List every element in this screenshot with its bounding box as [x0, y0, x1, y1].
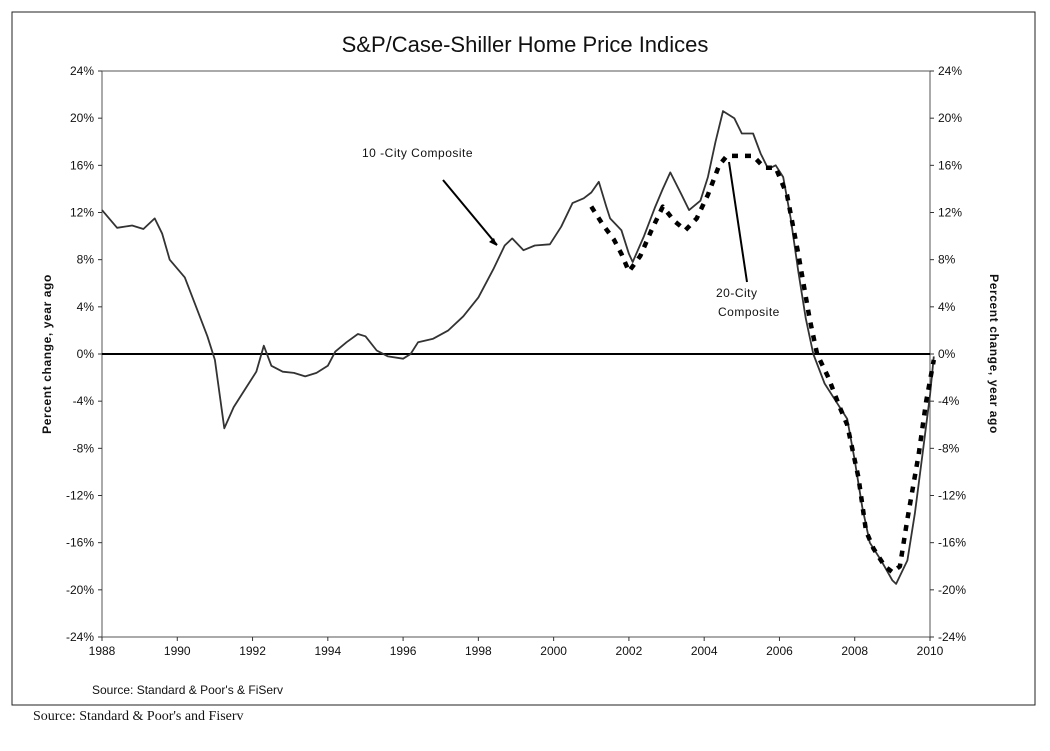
annotation-arrow-10-city	[442, 179, 498, 246]
annotation-10-city: 10 -City Composite	[362, 146, 473, 160]
y-tick-label-right: 8%	[938, 253, 956, 267]
y-tick-label-left: -20%	[66, 583, 94, 597]
y-tick-label-left: -16%	[66, 536, 94, 550]
x-tick-label: 2006	[766, 644, 793, 658]
x-tick-label: 2010	[917, 644, 944, 658]
x-tick-label: 2004	[691, 644, 718, 658]
y-tick-label-left: 4%	[77, 300, 95, 314]
y-tick-label-left: -24%	[66, 630, 94, 644]
x-tick-label: 1988	[89, 644, 116, 658]
y-tick-label-left: 0%	[77, 347, 95, 361]
y-tick-label-left: -4%	[73, 394, 95, 408]
annotation-20-city-line1: 20-City	[716, 286, 758, 300]
x-tick-label: 2002	[616, 644, 643, 658]
y-tick-label-right: -12%	[938, 489, 966, 503]
y-tick-label-right: -8%	[938, 441, 960, 455]
y-tick-label-right: 0%	[938, 347, 956, 361]
chart-border	[11, 11, 1036, 706]
annotation-20-city: 20-City Composite	[716, 286, 780, 319]
chart-title: S&P/Case-Shiller Home Price Indices	[342, 32, 709, 57]
y-axis-label-left: Percent change, year ago	[40, 274, 54, 434]
y-tick-label-right: 12%	[938, 206, 962, 220]
source-note: Source: Standard & Poor's and Fiserv	[33, 709, 244, 724]
y-axis-label-right: Percent change, year ago	[987, 274, 1001, 434]
y-tick-label-left: 16%	[70, 158, 94, 172]
y-tick-label-left: -12%	[66, 489, 94, 503]
annotation-arrow-20-city	[728, 161, 748, 283]
annotation-20-city-line2: Composite	[718, 305, 780, 319]
y-tick-label-left: 8%	[77, 253, 95, 267]
x-tick-label: 1990	[164, 644, 191, 658]
y-tick-label-right: 20%	[938, 111, 962, 125]
y-tick-label-right: 24%	[938, 64, 962, 78]
y-tick-label-right: 4%	[938, 300, 956, 314]
x-tick-label: 1998	[465, 644, 492, 658]
x-tick-label: 1992	[239, 644, 266, 658]
y-tick-label-left: 24%	[70, 64, 94, 78]
x-tick-label: 1996	[390, 644, 417, 658]
y-tick-label-left: 20%	[70, 111, 94, 125]
series-line-10-city-composite	[101, 110, 935, 585]
x-tick-label: 2008	[841, 644, 868, 658]
y-tick-label-right: -20%	[938, 583, 966, 597]
x-tick-label: 2000	[540, 644, 567, 658]
y-tick-label-right: -16%	[938, 536, 966, 550]
series-line-20-city-composite	[589, 153, 937, 575]
arrowhead-10-city	[489, 238, 497, 246]
source-note-inside: Source: Standard & Poor's & FiServ	[92, 683, 283, 697]
y-tick-label-right: -24%	[938, 630, 966, 644]
x-tick-label: 1994	[314, 644, 341, 658]
y-tick-label-left: 12%	[70, 206, 94, 220]
y-tick-label-right: -4%	[938, 394, 960, 408]
y-tick-label-left: -8%	[73, 441, 95, 455]
y-tick-label-right: 16%	[938, 158, 962, 172]
